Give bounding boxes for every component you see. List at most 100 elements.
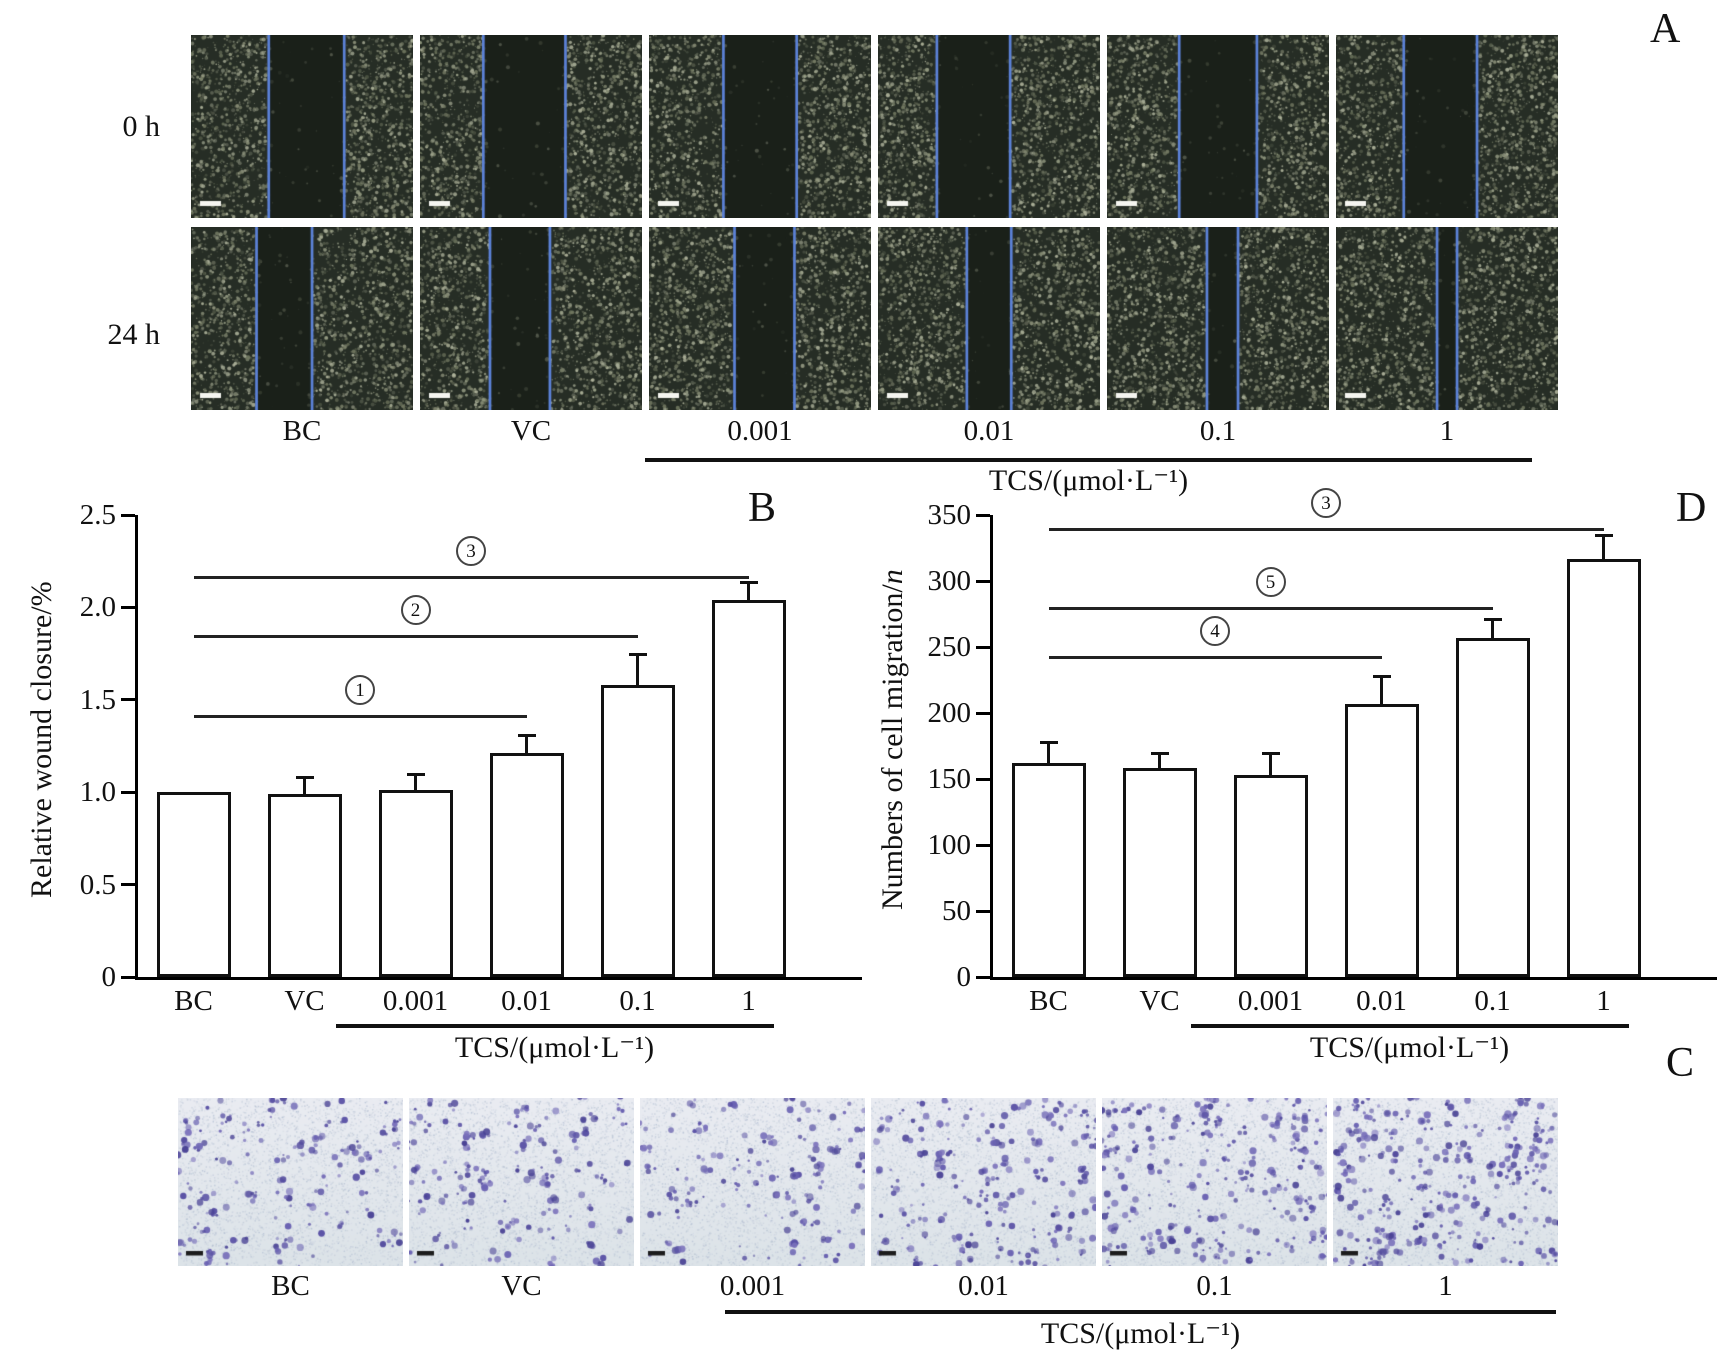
panel-a-group-label: VC: [510, 415, 552, 447]
significance-line-3: [193, 575, 749, 579]
panel-b-letter: B: [748, 485, 777, 531]
y-tick-mark: [121, 883, 135, 887]
error-bar-cap-0.01: [1372, 675, 1391, 679]
error-bar-cap-0.1: [628, 652, 647, 656]
wound-image-24h-VC: [420, 227, 642, 410]
x-axis-label: TCS/(μmol·L⁻¹): [454, 1031, 655, 1064]
error-bar-cap-1: [1594, 533, 1613, 537]
y-tick-label: 50: [942, 895, 971, 927]
y-tick-label: 2.0: [79, 591, 116, 624]
bar-0.1: [1455, 637, 1530, 977]
chart-cell-migration: 0 50 100 150 200 250 300 350 BC VC 0.001 0.01 0.1 1 4 5…: [928, 488, 1717, 1064]
wound-image-0h-1: [1336, 35, 1558, 218]
panel-c-group-label: 0.1: [1196, 1270, 1233, 1302]
panel-a-group-label: 0.01: [963, 415, 1015, 447]
bar-0.001: [1233, 775, 1308, 977]
y-tick-mark: [121, 975, 135, 979]
transwell-image-1: [1333, 1098, 1558, 1266]
wound-image-0h-0.01: [878, 35, 1100, 218]
significance-label-4: 4: [1200, 616, 1230, 647]
error-bar-0.01: [525, 734, 528, 754]
y-tick-mark: [976, 513, 990, 517]
x-axis-label: TCS/(μmol·L⁻¹): [1309, 1031, 1510, 1064]
error-bar-cap-BC: [1039, 741, 1058, 745]
wound-image-24h-0.1: [1107, 227, 1329, 410]
wound-image-0h-0.001: [649, 35, 871, 218]
y-tick-mark: [976, 711, 990, 715]
error-bar-cap-VC: [295, 776, 314, 780]
bar-BC: [156, 792, 231, 977]
significance-line-4: [1048, 656, 1382, 660]
panel-c-letter: C: [1666, 1040, 1695, 1086]
error-bar-0.1: [1491, 619, 1494, 638]
error-bar-1: [1602, 534, 1605, 559]
error-bar-BC: [1047, 742, 1050, 764]
panel-c-tcs-label: TCS/(μmol·L⁻¹): [1040, 1317, 1241, 1350]
y-tick-label: 2.5: [79, 499, 116, 531]
y-tick-label: 250: [927, 631, 972, 663]
transwell-image-0.1: [1102, 1098, 1327, 1266]
y-tick-label: 350: [927, 499, 972, 531]
wound-healing-image-grid: [191, 35, 1558, 410]
significance-line-1: [193, 714, 527, 718]
bar-1: [711, 600, 786, 977]
panel-c-group-label: 0.01: [958, 1270, 1009, 1302]
transwell-image-grid: [178, 1098, 1558, 1266]
x-category-label-BC: BC: [1029, 985, 1068, 1017]
panel-c-group-label: 1: [1438, 1270, 1453, 1302]
error-bar-0.01: [1380, 676, 1383, 704]
y-tick-mark: [976, 909, 990, 913]
y-tick-label: 0.5: [79, 868, 116, 901]
x-category-label-0.001: 0.001: [1237, 985, 1304, 1017]
wound-image-0h-VC: [420, 35, 642, 218]
y-tick-mark: [121, 605, 135, 609]
panel-c-tcs-underline: [725, 1310, 1556, 1314]
error-bar-cap-0.001: [406, 772, 425, 776]
chart-b-ylabel: Relative wound closure/%: [25, 581, 58, 899]
wound-image-24h-0.001: [649, 227, 871, 410]
x-category-label-BC: BC: [174, 985, 213, 1017]
y-tick-mark: [976, 777, 990, 781]
panel-a-group-label: BC: [282, 415, 322, 447]
transwell-image-BC: [178, 1098, 403, 1266]
panel-a-row-label-0h: 0 h: [122, 110, 161, 143]
panel-a-row-label-24h: 24 h: [107, 318, 161, 351]
panel-a-tcs-underline: [645, 458, 1532, 462]
significance-label-5: 5: [1255, 567, 1286, 598]
panel-d-letter: D: [1676, 485, 1707, 531]
error-bar-cap-1: [739, 580, 758, 584]
bar-0.01: [1344, 703, 1419, 977]
error-bar-cap-0.01: [517, 733, 536, 737]
x-category-label-0.01: 0.01: [1356, 985, 1407, 1017]
y-tick-label: 1.0: [79, 776, 116, 809]
error-bar-VC: [1158, 752, 1161, 769]
y-tick-label: 200: [927, 697, 972, 729]
error-bar-cap-0.001: [1261, 751, 1280, 755]
y-tick-label: 100: [927, 829, 972, 861]
x-group-underline: [1190, 1024, 1629, 1028]
wound-image-24h-1: [1336, 227, 1558, 410]
panel-c-group-label: BC: [271, 1270, 310, 1302]
panel-a-group-label: 1: [1439, 415, 1455, 447]
y-tick-label: 300: [927, 565, 972, 597]
transwell-image-VC: [409, 1098, 634, 1266]
bar-0.1: [600, 685, 675, 977]
bar-VC: [267, 794, 342, 977]
bar-1: [1566, 558, 1641, 977]
wound-image-0h-BC: [191, 35, 413, 218]
panel-a-group-labels: BC VC 0.001 0.01 0.1 1: [191, 415, 1558, 448]
x-category-label-1: 1: [741, 985, 756, 1017]
wound-image-24h-BC: [191, 227, 413, 410]
y-tick-mark: [121, 513, 135, 517]
error-bar-1: [747, 581, 750, 600]
y-tick-label: 0: [956, 961, 972, 993]
chart-wound-closure: 0 0.5 1.0 1.5 2.0 2.5 BC VC 0.001 0.01 0.1 1 1 2 3 TCS/…: [80, 501, 862, 1064]
panel-c-group-labels: BC VC 0.001 0.01 0.1 1: [178, 1270, 1558, 1303]
error-bar-0.001: [1269, 752, 1272, 776]
panel-a-tcs-label: TCS/(μmol·L⁻¹): [988, 464, 1189, 497]
significance-label-3: 3: [456, 535, 486, 566]
y-tick-mark: [976, 645, 990, 649]
x-category-label-0.001: 0.001: [382, 985, 449, 1017]
error-bar-VC: [303, 777, 306, 795]
